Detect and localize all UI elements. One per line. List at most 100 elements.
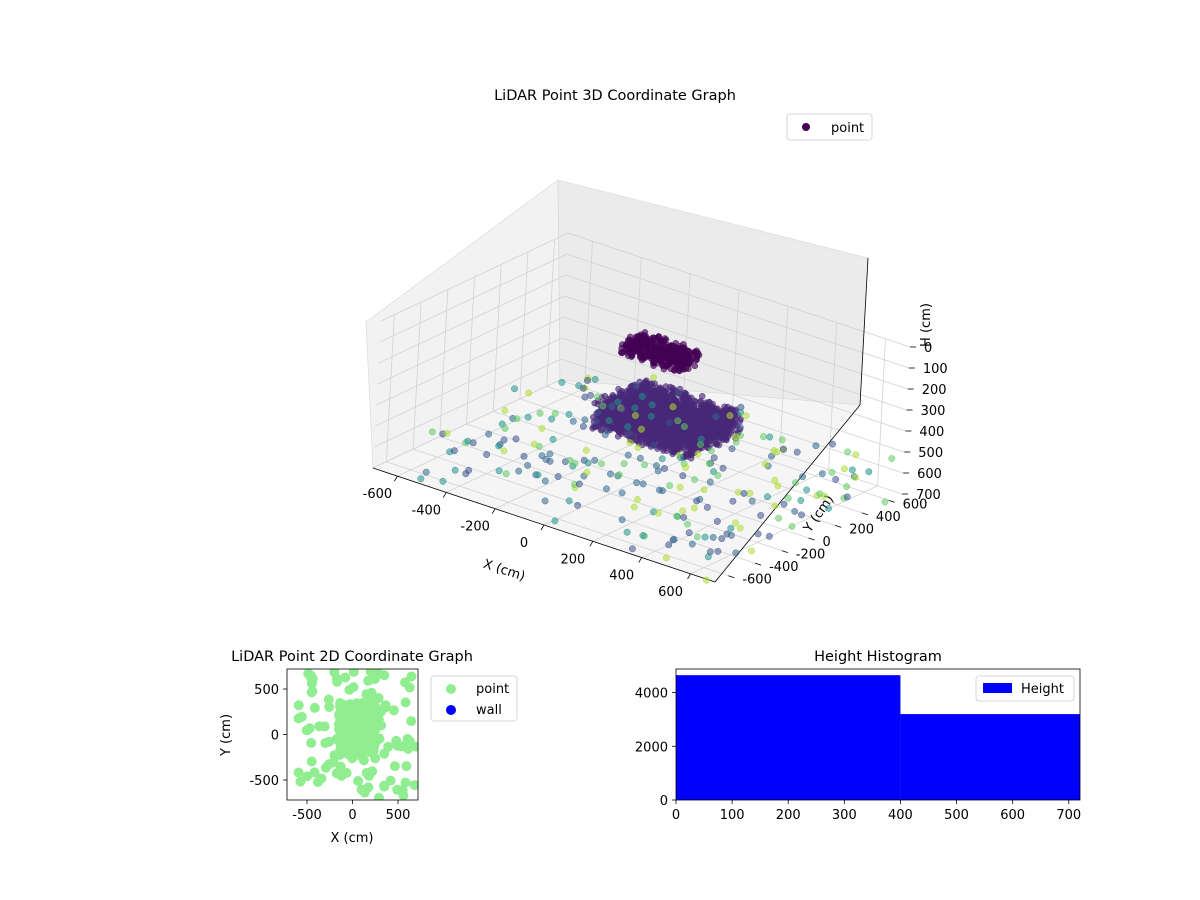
point-2d <box>359 787 370 798</box>
point-2d <box>348 682 359 693</box>
chart-2d-x-tick-label: -500 <box>292 808 322 823</box>
lidar-point <box>693 418 701 426</box>
lidar-point <box>746 489 754 497</box>
histogram-bars <box>676 675 1080 800</box>
lidar-point <box>450 447 458 455</box>
grid-line-z <box>564 295 907 411</box>
lidar-point <box>685 529 693 537</box>
chart-histogram: Height Histogram 0 100 200 300 400 500 600 7000… <box>635 649 1081 823</box>
lidar-point <box>727 524 735 532</box>
lidar-point <box>732 433 740 441</box>
lidar-point <box>601 431 609 439</box>
lidar-point <box>422 468 430 476</box>
z-tick-label: 600 <box>917 467 942 482</box>
lidar-point <box>865 468 873 476</box>
point-2d <box>340 672 351 683</box>
lidar-point <box>656 347 664 354</box>
lidar-point <box>803 486 811 494</box>
x-tick <box>589 541 594 547</box>
point-2d <box>379 670 390 681</box>
lidar-point <box>651 431 659 438</box>
chart-3d-legend-box <box>786 113 873 141</box>
lidar-point <box>840 465 848 473</box>
lidar-point <box>771 502 779 510</box>
lidar-point <box>764 493 771 501</box>
lidar-point <box>565 497 573 505</box>
lidar-point <box>680 423 688 431</box>
point-2d <box>364 770 375 781</box>
lidar-point <box>852 451 860 459</box>
lidar-point <box>712 413 720 421</box>
chart-3d-legend-marker <box>802 123 810 131</box>
lidar-point <box>584 377 591 384</box>
lidar-point <box>665 435 672 442</box>
lidar-point <box>607 470 614 478</box>
lidar-point <box>718 408 725 415</box>
chart-2d-ticks: -500 0 500 -500 0 500 <box>249 683 410 823</box>
lidar-point <box>637 425 645 433</box>
lidar-point <box>788 523 796 530</box>
lidar-point <box>678 359 686 367</box>
z-tick-label: 100 <box>923 362 948 377</box>
lidar-point <box>718 535 726 543</box>
lidar-point <box>666 427 674 435</box>
lidar-point <box>773 448 781 456</box>
lidar-point <box>748 547 755 555</box>
lidar-point <box>780 445 787 453</box>
point-2d <box>367 671 378 682</box>
x-tick <box>638 557 643 563</box>
lidar-point <box>591 375 599 383</box>
lidar-point <box>705 460 713 468</box>
lidar-point <box>851 473 859 481</box>
lidar-point <box>662 383 670 390</box>
lidar-point <box>661 352 669 359</box>
lidar-point <box>579 422 587 430</box>
histogram-ticks: 0 100 200 300 400 500 600 700 0 2000 4000 <box>635 687 1081 823</box>
chart-2d-legend-wall-marker <box>446 705 456 715</box>
lidar-point <box>658 437 665 445</box>
histogram-x-tick-label: 300 <box>832 808 857 823</box>
chart-2d-points <box>293 669 418 800</box>
lidar-point <box>417 475 425 483</box>
lidar-point <box>662 554 670 562</box>
x-tick <box>491 508 496 514</box>
lidar-point <box>690 404 697 412</box>
lidar-point <box>703 423 710 430</box>
lidar-point <box>713 517 721 525</box>
chart-2d-x-tick-label: 0 <box>348 808 356 823</box>
chart-2d-legend-point-label: point <box>476 682 509 697</box>
lidar-point <box>693 533 701 541</box>
lidar-point <box>650 374 657 381</box>
point-2d <box>324 702 335 712</box>
point-2d <box>306 737 317 748</box>
lidar-point <box>677 454 684 462</box>
point-2d <box>367 746 378 757</box>
lidar-point <box>548 415 556 423</box>
histogram-y-tick-label: 4000 <box>635 687 668 702</box>
lidar-point <box>601 421 608 428</box>
lidar-point <box>649 357 657 365</box>
grid-line-x <box>877 338 886 486</box>
lidar-point <box>680 513 688 521</box>
lidar-point <box>624 423 632 431</box>
histogram-legend: Height <box>975 675 1075 702</box>
lidar-point <box>684 359 692 367</box>
histogram-bar <box>900 714 1080 800</box>
lidar-point <box>462 470 470 478</box>
grid-line-y <box>412 302 422 450</box>
lidar-point <box>757 512 765 519</box>
histogram-legend-box <box>975 675 1075 702</box>
chart-3d-points <box>417 329 896 584</box>
lidar-point <box>778 436 786 444</box>
lidar-point <box>760 433 767 441</box>
lidar-point <box>710 430 718 437</box>
lidar-point <box>439 477 447 485</box>
lidar-point <box>709 533 717 541</box>
lidar-point <box>641 416 649 423</box>
lidar-point <box>658 455 666 463</box>
lidar-point <box>665 541 673 549</box>
lidar-point <box>541 497 549 505</box>
point-2d <box>334 749 345 760</box>
lidar-point <box>666 482 674 490</box>
lidar-point <box>627 395 635 402</box>
